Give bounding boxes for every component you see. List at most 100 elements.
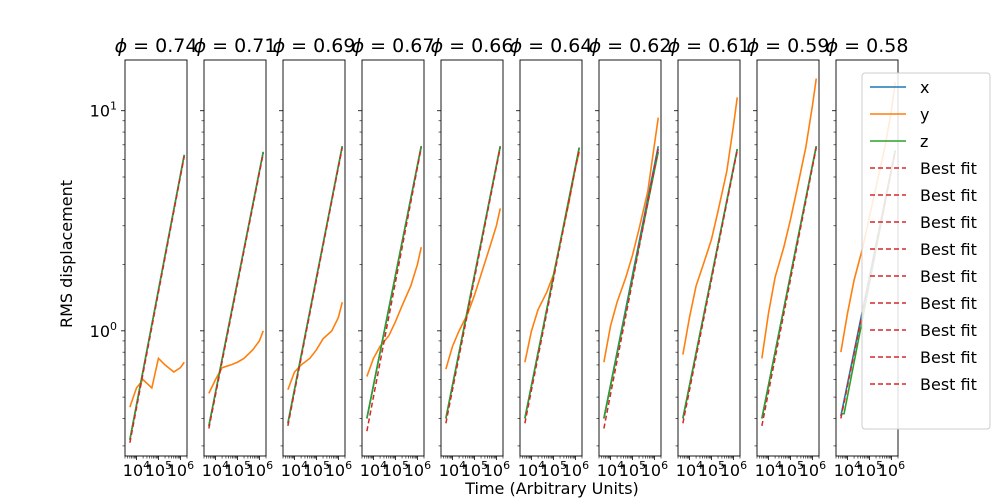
- x-tick-label-2-base: 10: [641, 461, 661, 480]
- legend: xyz Best fit Best fit Best fit Best fit Best …: [861, 72, 991, 430]
- x-tick-label-0-base: 10: [597, 461, 617, 480]
- best-fit-line: [761, 147, 817, 427]
- series-z-line: [524, 147, 581, 419]
- legend-label-2: z: [920, 132, 928, 151]
- panel-series-0: [129, 154, 186, 443]
- x-tick-label-2-exp: 6: [819, 459, 826, 472]
- panel-title-var: ϕ: [747, 35, 760, 57]
- x-tick-label-1-exp: 5: [876, 459, 883, 472]
- best-fit-line: [366, 147, 422, 432]
- x-tick-label-0-base: 10: [281, 461, 301, 480]
- x-tick-label-0-base: 10: [202, 461, 222, 480]
- panel-title-var: ϕ: [273, 35, 286, 57]
- x-tick-label-1-base: 10: [145, 461, 165, 480]
- x-tick-label-0-base: 10: [518, 461, 538, 480]
- x-tick-label-2: 106: [641, 459, 668, 480]
- x-tick-label-0-exp: 4: [143, 459, 150, 472]
- x-tick-label-0-exp: 4: [775, 459, 782, 472]
- y-axis-label: RMS displacement: [57, 180, 76, 328]
- x-tick-label-2-exp: 6: [898, 459, 905, 472]
- x-tick-label-1: 105: [461, 459, 488, 480]
- panel-title-var: ϕ: [589, 35, 602, 57]
- x-tick-label-1: 105: [224, 459, 251, 480]
- y-tick-label-0-base: 10: [90, 322, 110, 341]
- panel-title-2: ϕ = 0.69: [273, 35, 356, 57]
- panel-title-var: ϕ: [115, 35, 128, 57]
- x-tick-label-2-base: 10: [167, 461, 187, 480]
- x-tick-label-1-exp: 5: [639, 459, 646, 472]
- y-tick-label-1-exp: 1: [110, 100, 117, 113]
- x-tick-label-1-base: 10: [856, 461, 876, 480]
- x-tick-label-1-exp: 5: [323, 459, 330, 472]
- x-tick-label-2-exp: 6: [661, 459, 668, 472]
- legend-box: [861, 72, 991, 430]
- best-fit-line: [682, 150, 738, 424]
- series-y-line: [524, 151, 581, 363]
- panel-title-6: ϕ = 0.62: [589, 35, 672, 57]
- x-tick-label-1-base: 10: [619, 461, 639, 480]
- x-tick-label-2: 106: [167, 459, 194, 480]
- x-tick-label-0-exp: 4: [380, 459, 387, 472]
- panel-title-9: ϕ = 0.58: [826, 35, 909, 57]
- x-tick-label-2-base: 10: [720, 461, 740, 480]
- panel-title-value: = 0.66: [443, 35, 513, 57]
- legend-label-10: Best fit: [920, 348, 977, 367]
- x-tick-label-1-exp: 5: [797, 459, 804, 472]
- series-y-line: [603, 117, 660, 363]
- legend-label-8: Best fit: [920, 294, 977, 313]
- legend-label-3: Best fit: [920, 159, 977, 178]
- series-z-line: [761, 146, 818, 419]
- legend-label-6: Best fit: [920, 240, 977, 259]
- x-tick-label-1: 105: [382, 459, 409, 480]
- panel-title-value: = 0.59: [759, 35, 829, 57]
- panel-title-value: = 0.69: [285, 35, 355, 57]
- x-tick-label-2-exp: 6: [740, 459, 747, 472]
- panel-title-value: = 0.61: [680, 35, 750, 57]
- best-fit-line: [524, 148, 580, 424]
- panel-frame-6: [598, 59, 662, 457]
- x-tick-label-2-exp: 6: [345, 459, 352, 472]
- legend-label-4: Best fit: [920, 186, 977, 205]
- x-tick-label-0-base: 10: [439, 461, 459, 480]
- series-y-line: [445, 208, 502, 370]
- best-fit-line: [287, 147, 343, 427]
- x-tick-label-0-base: 10: [834, 461, 854, 480]
- x-tick-label-0: 104: [755, 459, 782, 480]
- y-tick-label-0-exp: 0: [110, 320, 117, 333]
- panel-frame-0: [124, 59, 188, 457]
- x-tick-label-0: 104: [123, 459, 150, 480]
- x-tick-label-0-base: 10: [123, 461, 143, 480]
- x-tick-label-2: 106: [246, 459, 273, 480]
- x-tick-label-0-exp: 4: [459, 459, 466, 472]
- x-tick-label-2-exp: 6: [424, 459, 431, 472]
- panel-series-1: [208, 151, 265, 429]
- best-fit-line: [208, 153, 264, 429]
- series-y-line: [208, 330, 265, 394]
- panel-title-var: ϕ: [668, 35, 681, 57]
- x-tick-label-0: 104: [597, 459, 624, 480]
- x-tick-label-2: 106: [720, 459, 747, 480]
- panel-frame-7: [677, 59, 741, 457]
- panel-title-7: ϕ = 0.61: [668, 35, 751, 57]
- x-tick-label-0-base: 10: [755, 461, 775, 480]
- x-tick-label-1-base: 10: [382, 461, 402, 480]
- x-tick-label-1-base: 10: [461, 461, 481, 480]
- panel-frame-4: [440, 59, 504, 457]
- x-tick-label-0: 104: [518, 459, 545, 480]
- x-axis-label: Time (Arbitrary Units): [464, 479, 639, 498]
- x-tick-label-2-base: 10: [562, 461, 582, 480]
- x-tick-label-1: 105: [619, 459, 646, 480]
- y-tick-label-0: 100: [90, 320, 117, 341]
- best-fit-line: [129, 156, 185, 443]
- panel-series-5: [524, 147, 581, 424]
- panel-title-value: = 0.58: [838, 35, 908, 57]
- x-tick-label-2-base: 10: [878, 461, 898, 480]
- panel-title-value: = 0.71: [206, 35, 276, 57]
- x-tick-label-2: 106: [799, 459, 826, 480]
- series-y-line: [682, 97, 739, 355]
